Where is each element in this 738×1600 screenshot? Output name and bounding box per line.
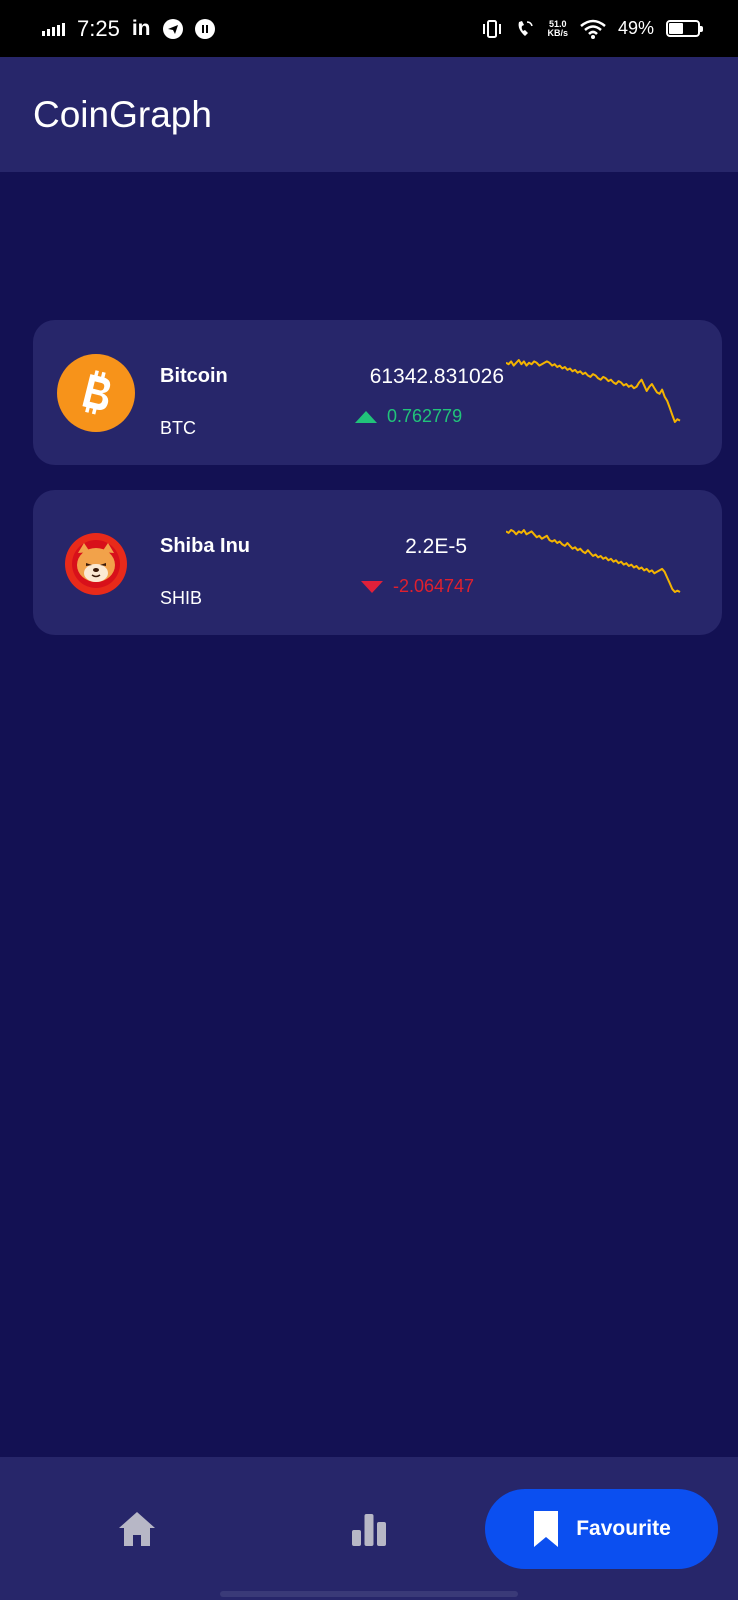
- price-sparkline: [506, 529, 681, 593]
- telegram-icon: [162, 18, 183, 39]
- app-bar: CoinGraph: [0, 57, 738, 172]
- coin-name: Shiba Inu: [160, 535, 250, 557]
- nav-stats-button[interactable]: [347, 1507, 391, 1551]
- sync-app-icon: [194, 18, 215, 39]
- price-sparkline: [506, 359, 681, 423]
- nav-favourite-label: Favourite: [576, 1517, 671, 1540]
- coin-symbol: BTC: [160, 418, 196, 438]
- network-speed-value: 51.0: [548, 18, 567, 29]
- coin-change: 0.762779: [355, 406, 462, 427]
- battery-percent: 49%: [617, 18, 654, 38]
- battery-icon: [666, 20, 703, 37]
- bar-chart-icon: [352, 1514, 386, 1546]
- status-bar-left: 7:25 in: [42, 16, 215, 42]
- coin-symbol: SHIB: [160, 588, 203, 608]
- arrow-up-icon: [355, 410, 377, 423]
- sparkline-path: [506, 529, 681, 593]
- coin-price: 61342.831026: [369, 365, 504, 388]
- bitcoin-icon: [57, 354, 135, 432]
- home-indicator[interactable]: [220, 1591, 518, 1597]
- coin-change-value: -2.064747: [393, 576, 475, 596]
- sparkline-path: [506, 359, 681, 423]
- bottom-navigation: Favourite: [0, 1457, 738, 1600]
- status-bar-right: 51.0 KB/s 49%: [481, 18, 703, 39]
- linkedin-icon: in: [131, 16, 151, 40]
- coin-name: Bitcoin: [160, 365, 228, 387]
- coin-card-bitcoin[interactable]: Bitcoin BTC 61342.831026 0.762779: [33, 320, 722, 465]
- coin-price: 2.2E-5: [405, 535, 467, 558]
- status-bar: 7:25 in 51.0 KB/s 49%: [0, 0, 738, 57]
- network-speed-unit: KB/s: [547, 27, 568, 38]
- shiba-dog-icon: [65, 533, 127, 595]
- coin-change-value: 0.762779: [387, 406, 463, 426]
- home-icon: [119, 1512, 155, 1546]
- vibrate-icon: [483, 19, 502, 38]
- battery-fill: [669, 23, 683, 34]
- app-title: CoinGraph: [33, 93, 212, 135]
- bookmark-icon: [534, 1511, 559, 1547]
- coin-change: -2.064747: [361, 576, 474, 597]
- network-speed: 51.0 KB/s: [547, 18, 568, 38]
- signal-icon: [42, 22, 65, 36]
- status-time: 7:25: [77, 15, 120, 41]
- coin-card-shiba-inu[interactable]: Shiba Inu SHIB 2.2E-5 -2.064747: [33, 490, 722, 635]
- arrow-down-icon: [361, 580, 383, 593]
- nav-favourite-button[interactable]: Favourite: [485, 1489, 718, 1569]
- nav-home-button[interactable]: [115, 1507, 159, 1551]
- wifi-icon: [580, 19, 606, 39]
- wifi-calling-icon: [519, 20, 534, 36]
